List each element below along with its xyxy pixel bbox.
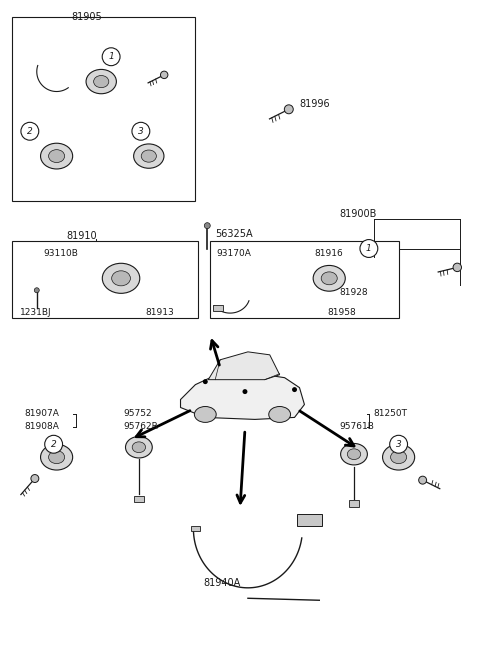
Bar: [214, 305, 223, 311]
Text: 95761B: 95761B: [339, 422, 374, 432]
Ellipse shape: [284, 105, 293, 114]
Text: 81905: 81905: [71, 12, 102, 22]
Bar: [12, 240, 198, 318]
Bar: [191, 526, 200, 531]
Ellipse shape: [321, 272, 337, 285]
Ellipse shape: [112, 271, 131, 286]
Ellipse shape: [360, 240, 378, 257]
Text: 81916: 81916: [314, 250, 343, 259]
Ellipse shape: [21, 122, 39, 140]
Ellipse shape: [419, 476, 427, 484]
Ellipse shape: [390, 436, 408, 453]
Text: 93110B: 93110B: [44, 250, 79, 259]
Text: 2: 2: [27, 127, 33, 136]
Text: 1231BJ: 1231BJ: [20, 308, 51, 317]
Ellipse shape: [125, 436, 152, 458]
Ellipse shape: [453, 263, 461, 272]
Ellipse shape: [102, 263, 140, 293]
Text: 56325A: 56325A: [215, 229, 253, 238]
Ellipse shape: [383, 444, 415, 470]
Ellipse shape: [86, 69, 116, 94]
Ellipse shape: [242, 389, 247, 394]
Ellipse shape: [203, 379, 208, 384]
Text: 81907A: 81907A: [24, 409, 59, 419]
Ellipse shape: [160, 71, 168, 79]
Ellipse shape: [313, 265, 345, 291]
Ellipse shape: [40, 444, 72, 470]
Bar: [298, 514, 322, 526]
Ellipse shape: [292, 387, 297, 392]
Polygon shape: [208, 352, 280, 380]
Ellipse shape: [48, 149, 65, 162]
Bar: [349, 500, 359, 507]
Text: 81913: 81913: [146, 308, 175, 317]
Ellipse shape: [40, 143, 72, 169]
Ellipse shape: [194, 407, 216, 422]
Text: 95752: 95752: [123, 409, 152, 419]
Text: 81908A: 81908A: [24, 422, 59, 432]
Ellipse shape: [94, 75, 109, 88]
Text: 95762R: 95762R: [123, 422, 158, 432]
Text: 81250T: 81250T: [374, 409, 408, 419]
Ellipse shape: [141, 150, 156, 162]
Text: 81910: 81910: [67, 231, 97, 240]
Bar: [210, 240, 398, 318]
Text: 81996: 81996: [300, 100, 330, 109]
Ellipse shape: [132, 122, 150, 140]
Polygon shape: [180, 375, 304, 419]
Bar: [134, 496, 144, 502]
Ellipse shape: [48, 451, 65, 464]
Ellipse shape: [34, 288, 39, 293]
Text: 1: 1: [366, 244, 372, 253]
Ellipse shape: [341, 443, 367, 465]
Text: 81940A: 81940A: [204, 578, 241, 588]
Ellipse shape: [102, 48, 120, 66]
Ellipse shape: [391, 451, 407, 464]
Ellipse shape: [204, 223, 210, 229]
Ellipse shape: [348, 449, 360, 460]
Ellipse shape: [133, 144, 164, 168]
Ellipse shape: [132, 442, 145, 453]
Text: 81900B: 81900B: [339, 209, 376, 219]
Text: 2: 2: [51, 440, 57, 449]
Ellipse shape: [269, 407, 290, 422]
Bar: [12, 17, 195, 201]
Text: 81928: 81928: [339, 288, 368, 297]
Text: 3: 3: [138, 127, 144, 136]
Text: 81958: 81958: [327, 308, 356, 317]
Text: 93170A: 93170A: [216, 250, 251, 259]
Text: 1: 1: [108, 52, 114, 61]
Text: 3: 3: [396, 440, 401, 449]
Ellipse shape: [45, 436, 62, 453]
Ellipse shape: [31, 475, 39, 483]
